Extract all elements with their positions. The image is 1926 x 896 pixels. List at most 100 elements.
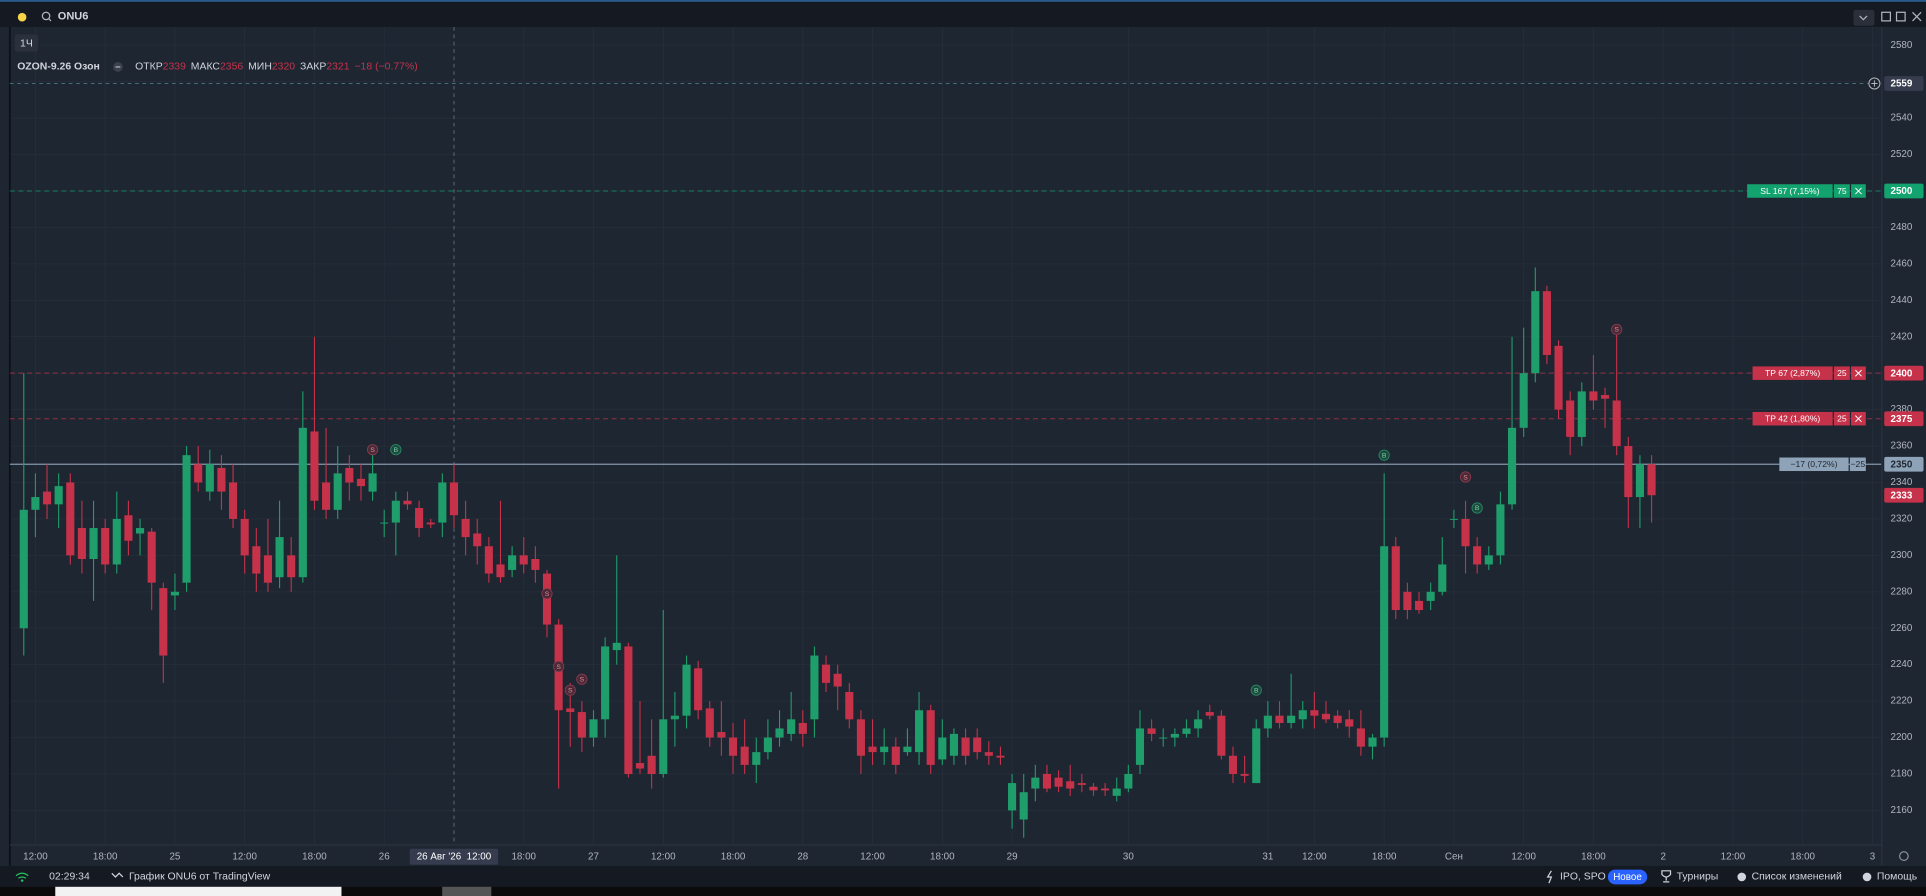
order-label[interactable]: TP 42 (1,80%) bbox=[1765, 414, 1820, 424]
close-button[interactable] bbox=[1912, 11, 1922, 22]
order-label-box[interactable] bbox=[1779, 457, 1849, 472]
trade-marker-label: S bbox=[370, 447, 375, 454]
candle-body bbox=[263, 555, 273, 583]
trade-marker[interactable] bbox=[564, 684, 576, 696]
order-qty-box[interactable] bbox=[1833, 366, 1850, 380]
candle-body bbox=[1066, 781, 1075, 789]
legend-change: −18 (−0.77%) bbox=[354, 62, 417, 73]
candle-body bbox=[1147, 728, 1156, 734]
candle-body bbox=[77, 528, 86, 559]
candle-body bbox=[519, 555, 528, 565]
x-tick-label: 18:00 bbox=[1790, 851, 1815, 862]
footer-link[interactable]: График ONU6 от TradingView bbox=[129, 871, 271, 883]
search-icon-handle bbox=[48, 18, 52, 22]
help-icon bbox=[1862, 872, 1872, 882]
status-item[interactable]: IPO, SPO bbox=[1560, 872, 1606, 883]
y-tick-label: 2280 bbox=[1891, 586, 1913, 597]
x-tick-label: 12:00 bbox=[1511, 851, 1536, 862]
x-tick-label: 29 bbox=[1007, 851, 1018, 862]
x-tick-label: 28 bbox=[797, 851, 808, 862]
status-item[interactable]: Турниры bbox=[1677, 872, 1719, 883]
status-item[interactable]: Список изменений bbox=[1752, 872, 1842, 883]
price-tag: 2400 bbox=[1891, 368, 1913, 379]
candle-body bbox=[356, 478, 366, 487]
order-qty[interactable]: 75 bbox=[1837, 186, 1847, 196]
candle-body bbox=[624, 646, 633, 774]
candle-body bbox=[1205, 712, 1214, 716]
info-icon bbox=[1737, 872, 1747, 882]
candle-body bbox=[915, 710, 924, 753]
x-tick-label: 18:00 bbox=[930, 851, 955, 862]
taskbar bbox=[0, 886, 1926, 896]
candle-body bbox=[670, 715, 679, 720]
x-tick-label: 18:00 bbox=[1372, 851, 1397, 862]
order-label-box[interactable] bbox=[1752, 366, 1833, 380]
order-label-box[interactable] bbox=[1752, 411, 1833, 426]
window-button[interactable] bbox=[1895, 11, 1906, 22]
candle-body bbox=[1345, 719, 1354, 727]
trade-marker[interactable] bbox=[1471, 502, 1483, 514]
candle-body bbox=[810, 655, 819, 720]
trade-marker[interactable] bbox=[367, 444, 379, 456]
order-qty-box[interactable] bbox=[1833, 184, 1850, 198]
order-label[interactable]: −17 (0,72%) bbox=[1790, 459, 1837, 469]
candle-body bbox=[426, 522, 435, 525]
candle-body bbox=[1368, 737, 1377, 747]
candle-body bbox=[1577, 391, 1586, 437]
interval-box[interactable] bbox=[14, 34, 39, 52]
order-label[interactable]: SL 167 (7,15%) bbox=[1760, 186, 1819, 196]
candle-body bbox=[961, 737, 970, 756]
y-tick-label: 2320 bbox=[1891, 514, 1913, 525]
candle-body bbox=[1624, 446, 1633, 498]
trade-marker[interactable] bbox=[576, 673, 588, 685]
order-qty[interactable]: 25 bbox=[1837, 368, 1847, 378]
candle-body bbox=[1042, 773, 1052, 789]
x-tick-label: 31 bbox=[1262, 851, 1273, 862]
status-item[interactable]: Помощь bbox=[1877, 872, 1918, 883]
order-qty[interactable]: 25 bbox=[1837, 414, 1847, 424]
trade-marker[interactable] bbox=[553, 660, 565, 673]
y-tick-label: 2480 bbox=[1891, 222, 1913, 233]
candle-body bbox=[1008, 783, 1017, 811]
candle-body bbox=[287, 555, 296, 578]
trade-marker[interactable] bbox=[390, 444, 402, 456]
candle-body bbox=[461, 518, 470, 538]
order-qty-box[interactable] bbox=[1849, 457, 1866, 472]
candle-body bbox=[1252, 728, 1261, 784]
x-tick-label: 18:00 bbox=[721, 851, 746, 862]
window-button[interactable] bbox=[1881, 11, 1891, 22]
x-tick-label: 26 bbox=[379, 851, 390, 862]
trade-marker[interactable] bbox=[1611, 323, 1623, 336]
y-tick-label: 2520 bbox=[1891, 149, 1913, 160]
order-label-box[interactable] bbox=[1747, 184, 1833, 198]
dropdown-button[interactable] bbox=[1853, 9, 1875, 26]
candle-body bbox=[1519, 373, 1528, 428]
plot: SL 167 (7,15%) 75 TP 67 (2,87%) 25 TP 42 (1,… bbox=[9, 27, 1882, 846]
trade-marker[interactable] bbox=[1250, 684, 1262, 696]
taskbar-window bbox=[55, 886, 342, 896]
candle-body bbox=[856, 719, 865, 756]
interval[interactable]: 1Ч bbox=[20, 38, 33, 49]
settings-icon[interactable] bbox=[1898, 851, 1909, 861]
candle-body bbox=[531, 558, 540, 570]
candle-body bbox=[368, 473, 377, 492]
candle-body bbox=[403, 500, 412, 505]
top-bar bbox=[0, 0, 1926, 28]
trade-marker[interactable] bbox=[1459, 471, 1472, 483]
candle-body bbox=[787, 719, 796, 734]
trade-marker[interactable] bbox=[1378, 449, 1390, 461]
last-price-box bbox=[1884, 487, 1924, 503]
candle-body bbox=[1031, 777, 1040, 789]
order-qty-box[interactable] bbox=[1833, 411, 1850, 426]
candle-body bbox=[728, 737, 738, 756]
order-label[interactable]: TP 67 (2,87%) bbox=[1765, 368, 1820, 378]
search-icon[interactable] bbox=[41, 11, 51, 21]
bolt-icon bbox=[1546, 870, 1553, 884]
order-qty[interactable]: −25 bbox=[1851, 459, 1866, 469]
candle-body bbox=[1531, 291, 1540, 374]
candle-body bbox=[1170, 733, 1179, 738]
symbol-search[interactable]: ONU6 bbox=[58, 11, 89, 23]
trade-marker[interactable] bbox=[541, 588, 553, 600]
y-tick-label: 2160 bbox=[1891, 805, 1913, 816]
